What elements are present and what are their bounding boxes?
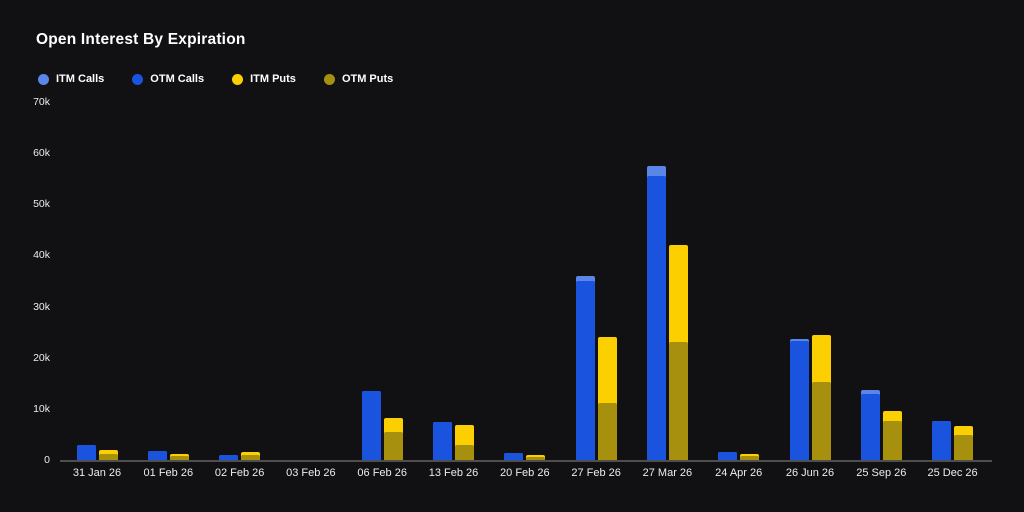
bar-otm-calls-01-feb-26[interactable] <box>147 451 167 460</box>
bar-otm-puts-13-feb-26[interactable] <box>455 445 474 460</box>
x-axis-tick-02-feb-26: 02 Feb 26 <box>214 467 265 479</box>
bar-otm-puts-25-sep-26[interactable] <box>882 421 902 460</box>
x-axis-tick-25-dec-26: 25 Dec 26 <box>927 467 978 479</box>
bar-otm-puts-02-feb-26[interactable] <box>241 455 261 460</box>
legend-item-otm-puts[interactable]: OTM Puts <box>323 73 394 85</box>
y-axis-tick-0: 0 <box>44 454 50 466</box>
x-axis-line <box>60 460 992 462</box>
x-axis-tick-25-sep-26: 25 Sep 26 <box>856 467 907 479</box>
legend-label: ITM Calls <box>56 73 105 85</box>
x-axis-tick-26-jun-26: 26 Jun 26 <box>785 467 835 479</box>
x-axis-tick-31-jan-26: 31 Jan 26 <box>72 467 122 479</box>
legend-dot-icon <box>132 73 144 85</box>
legend-label: ITM Puts <box>250 73 296 85</box>
legend-label: OTM Calls <box>150 73 205 85</box>
legend-dot-icon <box>38 73 49 85</box>
bar-otm-calls-13-feb-26[interactable] <box>433 422 452 460</box>
x-axis-tick-27-mar-26: 27 Mar 26 <box>642 467 693 479</box>
bar-otm-puts-01-feb-26[interactable] <box>169 456 189 460</box>
bar-otm-puts-27-mar-26[interactable] <box>668 342 688 460</box>
y-axis-tick-70k: 70k <box>33 96 50 108</box>
y-axis-tick-30k: 30k <box>33 300 50 313</box>
y-axis-tick-60k: 60k <box>33 147 50 160</box>
chart-title: Open Interest By Expiration <box>36 31 246 48</box>
bar-otm-calls-24-apr-26[interactable] <box>718 452 738 460</box>
legend-item-otm-calls[interactable]: OTM Calls <box>132 73 204 85</box>
bar-otm-calls-26-jun-26[interactable] <box>789 341 809 460</box>
legend-item-itm-puts[interactable]: ITM Puts <box>232 73 296 85</box>
bar-otm-calls-06-feb-26[interactable] <box>361 391 381 460</box>
bar-otm-calls-27-feb-26[interactable] <box>575 281 595 460</box>
x-axis-tick-24-apr-26: 24 Apr 26 <box>715 467 763 479</box>
legend-dot-icon <box>323 73 335 85</box>
legend-label: OTM Puts <box>341 73 394 85</box>
bar-otm-puts-24-apr-26[interactable] <box>740 456 760 460</box>
bar-otm-puts-20-feb-26[interactable] <box>526 457 546 460</box>
chart-legend: ITM Calls OTM Calls ITM Puts OTM Puts <box>38 73 393 85</box>
bar-otm-puts-31-jan-26[interactable] <box>98 454 118 460</box>
bar-otm-puts-27-feb-26[interactable] <box>597 403 617 460</box>
x-axis-tick-01-feb-26: 01 Feb 26 <box>143 467 194 479</box>
y-axis-tick-40k: 40k <box>33 249 50 262</box>
bar-otm-calls-27-mar-26[interactable] <box>646 176 666 460</box>
bar-otm-calls-31-jan-26[interactable] <box>76 445 96 460</box>
bar-otm-calls-20-feb-26[interactable] <box>504 453 524 460</box>
y-axis-tick-20k: 20k <box>33 351 50 364</box>
bar-otm-puts-25-dec-26[interactable] <box>954 435 974 460</box>
y-axis-tick-10k: 10k <box>33 402 50 415</box>
bar-otm-calls-25-sep-26[interactable] <box>860 394 880 460</box>
bar-otm-calls-02-feb-26[interactable] <box>219 455 239 460</box>
bar-otm-puts-06-feb-26[interactable] <box>383 432 403 460</box>
bar-otm-calls-25-dec-26[interactable] <box>932 421 952 460</box>
x-axis-tick-06-feb-26: 06 Feb 26 <box>357 467 407 479</box>
legend-dot-icon <box>232 73 244 85</box>
x-axis-tick-03-feb-26: 03 Feb 26 <box>286 467 336 479</box>
x-axis-tick-13-feb-26: 13 Feb 26 <box>428 467 479 479</box>
y-axis-tick-50k: 50k <box>33 198 50 211</box>
bar-otm-puts-26-jun-26[interactable] <box>811 382 831 460</box>
legend-item-itm-calls[interactable]: ITM Calls <box>38 73 104 85</box>
x-axis-tick-20-feb-26: 20 Feb 26 <box>500 467 550 479</box>
x-axis-tick-27-feb-26: 27 Feb 26 <box>571 467 621 479</box>
